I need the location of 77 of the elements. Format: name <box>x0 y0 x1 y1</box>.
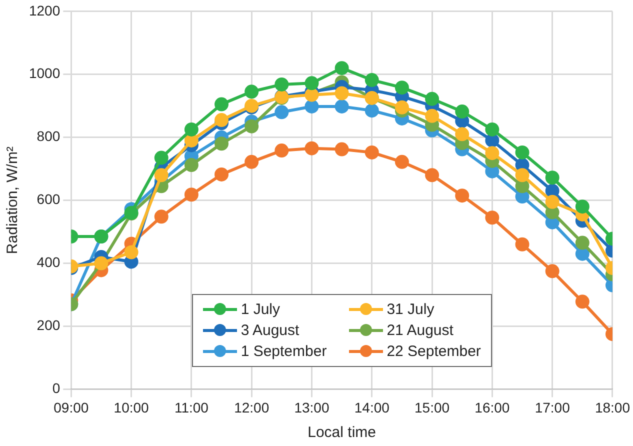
point <box>545 170 560 185</box>
point <box>334 61 349 76</box>
point <box>515 237 530 252</box>
point <box>274 144 289 158</box>
point <box>364 145 379 160</box>
point <box>244 154 259 169</box>
point <box>425 168 440 182</box>
x-tick-label: 10:00 <box>114 399 150 416</box>
point <box>485 210 500 225</box>
x-tick-label: 11:00 <box>174 399 209 416</box>
point <box>274 77 289 92</box>
point <box>214 113 229 128</box>
point <box>184 133 198 148</box>
y-tick-label: 800 <box>36 128 60 144</box>
point <box>364 104 379 118</box>
point <box>364 73 379 88</box>
point <box>334 142 349 156</box>
y-tick-label: 1200 <box>28 2 60 18</box>
legend-label: 22 September <box>386 343 481 360</box>
point <box>515 179 530 194</box>
point <box>394 154 409 169</box>
y-tick-label: 1000 <box>28 65 60 82</box>
point <box>515 145 530 160</box>
point <box>184 122 198 136</box>
y-tick-label: 400 <box>36 254 60 270</box>
x-tick-label: 17:00 <box>534 399 570 416</box>
point <box>184 158 198 172</box>
x-tick-label: 15:00 <box>414 399 450 416</box>
point <box>485 146 500 160</box>
point <box>515 168 530 182</box>
y-tick-label: 200 <box>36 317 60 334</box>
y-tick-label: 0 <box>52 380 60 396</box>
point <box>304 99 319 114</box>
x-tick-label: 18:00 <box>594 399 630 416</box>
legend-label: 1 July <box>240 301 280 318</box>
legend-label: 21 August <box>386 322 454 340</box>
point <box>394 80 409 95</box>
point <box>214 97 229 112</box>
point <box>575 246 590 261</box>
point <box>184 188 198 202</box>
point <box>334 99 349 114</box>
point <box>455 127 470 142</box>
point <box>154 150 168 165</box>
x-tick-label: 13:00 <box>294 399 330 416</box>
point <box>154 210 168 224</box>
point <box>244 119 259 134</box>
point <box>274 105 289 120</box>
point <box>425 108 440 123</box>
point <box>545 184 560 198</box>
point <box>425 92 440 106</box>
x-axis-title: Local time <box>308 424 376 442</box>
point <box>154 168 168 182</box>
point <box>334 86 349 100</box>
legend-label: 31 July <box>386 301 434 318</box>
point <box>455 104 470 119</box>
point <box>575 236 590 250</box>
point <box>304 141 319 156</box>
point <box>575 294 590 309</box>
point <box>575 200 590 214</box>
point <box>394 100 409 114</box>
legend-label: 3 August <box>240 322 300 340</box>
y-tick-label: 600 <box>36 191 60 208</box>
point <box>545 194 560 209</box>
point <box>455 188 470 203</box>
x-tick-label: 16:00 <box>474 399 510 416</box>
y-axis-title: Radiation, W/m² <box>4 146 22 254</box>
legend-label: 1 September <box>240 343 327 360</box>
point <box>485 122 500 136</box>
point <box>214 167 229 182</box>
point <box>124 245 138 260</box>
x-tick-label: 12:00 <box>234 399 270 416</box>
point <box>545 264 560 278</box>
point <box>214 136 229 151</box>
point <box>244 84 259 99</box>
x-tick-label: 09:00 <box>54 399 89 416</box>
point <box>304 76 319 90</box>
x-tick-label: 14:00 <box>354 399 390 416</box>
